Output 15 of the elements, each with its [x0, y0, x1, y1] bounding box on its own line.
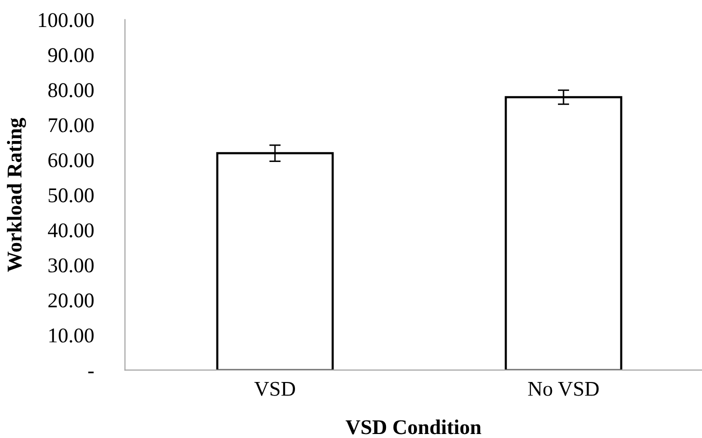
y-tick-label: 30.00: [48, 258, 94, 273]
y-tick-label: -: [88, 372, 94, 374]
y-tick-label: 10.00: [49, 328, 94, 343]
y-tick-label: 90.00: [48, 48, 94, 62]
y-tick-label: 40.00: [48, 223, 94, 238]
x-axis-title: VSD Condition: [346, 420, 482, 434]
x-tick-label: No VSD: [528, 382, 599, 396]
y-tick-label: 70.00: [48, 118, 94, 132]
y-axis-title: Workload Rating: [6, 118, 26, 272]
y-tick-label: 60.00: [48, 153, 94, 168]
y-tick-label: 100.00: [38, 13, 94, 28]
x-tick-label: VSD: [254, 382, 295, 396]
y-tick-label: 50.00: [48, 188, 94, 202]
y-tick-label: 20.00: [48, 293, 94, 308]
y-tick-label: 80.00: [48, 83, 94, 98]
